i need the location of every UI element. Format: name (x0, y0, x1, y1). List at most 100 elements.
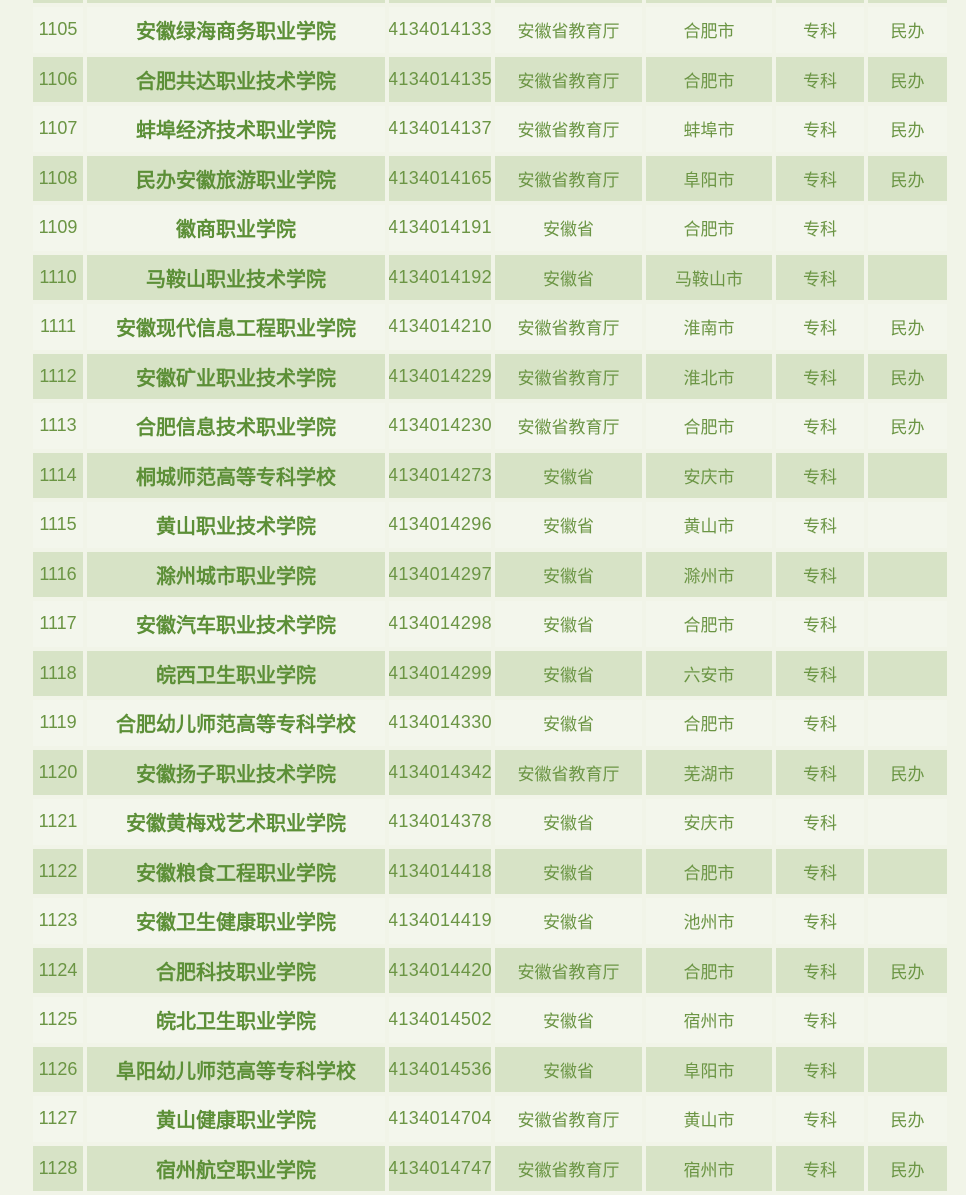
level-cell: 专科 (776, 749, 864, 795)
level-cell: 专科 (776, 799, 864, 845)
row-number-cell: 1118 (33, 650, 83, 696)
school-code-cell: 4134014137 (389, 106, 491, 152)
authority-cell: 安徽省 (495, 601, 642, 647)
school-code-cell: 4134014133 (389, 7, 491, 53)
authority-cell: 安徽省 (495, 1046, 642, 1092)
school-name-cell: 安徽扬子职业技术学院 (87, 749, 385, 795)
note-cell (868, 997, 947, 1043)
note-cell (868, 799, 947, 845)
level-cell: 专科 (776, 947, 864, 993)
school-code-cell: 4134014298 (389, 601, 491, 647)
school-name-cell: 桐城师范高等专科学校 (87, 452, 385, 498)
school-name-cell: 黄山健康职业学院 (87, 1096, 385, 1142)
authority-cell: 安徽省教育厅 (495, 106, 642, 152)
table-row: 1117 安徽汽车职业技术学院 4134014298 安徽省 合肥市 专科 (33, 601, 947, 647)
authority-cell: 安徽省 (495, 799, 642, 845)
note-cell (868, 452, 947, 498)
table-row: 1116 滁州城市职业学院 4134014297 安徽省 滁州市 专科 (33, 551, 947, 597)
school-name-cell: 徽商职业学院 (87, 205, 385, 251)
table-row: 1112 安徽矿业职业技术学院 4134014229 安徽省教育厅 淮北市 专科… (33, 353, 947, 399)
city-cell: 宿州市 (646, 1145, 772, 1191)
note-cell: 民办 (868, 106, 947, 152)
level-cell: 专科 (776, 254, 864, 300)
city-cell: 合肥市 (646, 205, 772, 251)
authority-cell: 安徽省教育厅 (495, 749, 642, 795)
note-cell: 民办 (868, 56, 947, 102)
row-number-cell: 1110 (33, 254, 83, 300)
school-code-cell: 4134014502 (389, 997, 491, 1043)
row-number-cell: 1114 (33, 452, 83, 498)
school-name-cell: 安徽矿业职业技术学院 (87, 353, 385, 399)
row-number-cell: 1107 (33, 106, 83, 152)
city-cell: 芜湖市 (646, 749, 772, 795)
authority-cell: 安徽省教育厅 (495, 56, 642, 102)
level-cell: 专科 (776, 403, 864, 449)
school-code-cell: 4134014747 (389, 1145, 491, 1191)
level-cell: 专科 (776, 997, 864, 1043)
city-cell: 宿州市 (646, 997, 772, 1043)
school-code-cell: 4134014419 (389, 898, 491, 944)
table-row: 1125 皖北卫生职业学院 4134014502 安徽省 宿州市 专科 (33, 997, 947, 1043)
table-row: 1111 安徽现代信息工程职业学院 4134014210 安徽省教育厅 淮南市 … (33, 304, 947, 350)
partial-cell (646, 0, 772, 3)
city-cell: 淮北市 (646, 353, 772, 399)
row-number-cell: 1106 (33, 56, 83, 102)
table-row: 1110 马鞍山职业技术学院 4134014192 安徽省 马鞍山市 专科 (33, 254, 947, 300)
school-code-cell: 4134014297 (389, 551, 491, 597)
school-name-cell: 皖西卫生职业学院 (87, 650, 385, 696)
row-number-cell: 1127 (33, 1096, 83, 1142)
note-cell (868, 1046, 947, 1092)
note-cell: 民办 (868, 749, 947, 795)
level-cell: 专科 (776, 106, 864, 152)
level-cell: 专科 (776, 56, 864, 102)
row-number-cell: 1124 (33, 947, 83, 993)
table-row: 1124 合肥科技职业学院 4134014420 安徽省教育厅 合肥市 专科 民… (33, 947, 947, 993)
row-number-cell: 1113 (33, 403, 83, 449)
note-cell: 民办 (868, 947, 947, 993)
school-name-cell: 蚌埠经济技术职业学院 (87, 106, 385, 152)
level-cell: 专科 (776, 205, 864, 251)
row-number-cell: 1123 (33, 898, 83, 944)
city-cell: 黄山市 (646, 502, 772, 548)
table-row: 1113 合肥信息技术职业学院 4134014230 安徽省教育厅 合肥市 专科… (33, 403, 947, 449)
table-row: 1105 安徽绿海商务职业学院 4134014133 安徽省教育厅 合肥市 专科… (33, 7, 947, 53)
authority-cell: 安徽省教育厅 (495, 947, 642, 993)
table-row: 1114 桐城师范高等专科学校 4134014273 安徽省 安庆市 专科 (33, 452, 947, 498)
city-cell: 合肥市 (646, 403, 772, 449)
school-name-cell: 安徽粮食工程职业学院 (87, 848, 385, 894)
school-code-cell: 4134014296 (389, 502, 491, 548)
city-cell: 合肥市 (646, 947, 772, 993)
school-name-cell: 安徽现代信息工程职业学院 (87, 304, 385, 350)
school-code-cell: 4134014273 (389, 452, 491, 498)
authority-cell: 安徽省教育厅 (495, 403, 642, 449)
school-name-cell: 安徽黄梅戏艺术职业学院 (87, 799, 385, 845)
note-cell (868, 205, 947, 251)
level-cell: 专科 (776, 1046, 864, 1092)
city-cell: 合肥市 (646, 56, 772, 102)
table-row: 1126 阜阳幼儿师范高等专科学校 4134014536 安徽省 阜阳市 专科 (33, 1046, 947, 1092)
table-row: 1118 皖西卫生职业学院 4134014299 安徽省 六安市 专科 (33, 650, 947, 696)
partial-cell (33, 0, 83, 3)
table-row: 1106 合肥共达职业技术学院 4134014135 安徽省教育厅 合肥市 专科… (33, 56, 947, 102)
authority-cell: 安徽省 (495, 254, 642, 300)
row-number-cell: 1121 (33, 799, 83, 845)
level-cell: 专科 (776, 898, 864, 944)
city-cell: 合肥市 (646, 700, 772, 746)
authority-cell: 安徽省教育厅 (495, 7, 642, 53)
authority-cell: 安徽省 (495, 452, 642, 498)
city-cell: 蚌埠市 (646, 106, 772, 152)
school-code-cell: 4134014378 (389, 799, 491, 845)
table-row: 1119 合肥幼儿师范高等专科学校 4134014330 安徽省 合肥市 专科 (33, 700, 947, 746)
authority-cell: 安徽省教育厅 (495, 1096, 642, 1142)
authority-cell: 安徽省教育厅 (495, 304, 642, 350)
note-cell (868, 898, 947, 944)
authority-cell: 安徽省教育厅 (495, 353, 642, 399)
table-row: 1121 安徽黄梅戏艺术职业学院 4134014378 安徽省 安庆市 专科 (33, 799, 947, 845)
city-cell: 合肥市 (646, 7, 772, 53)
school-name-cell: 阜阳幼儿师范高等专科学校 (87, 1046, 385, 1092)
partial-cell (495, 0, 642, 3)
school-code-cell: 4134014191 (389, 205, 491, 251)
school-name-cell: 安徽绿海商务职业学院 (87, 7, 385, 53)
level-cell: 专科 (776, 1145, 864, 1191)
city-cell: 阜阳市 (646, 1046, 772, 1092)
